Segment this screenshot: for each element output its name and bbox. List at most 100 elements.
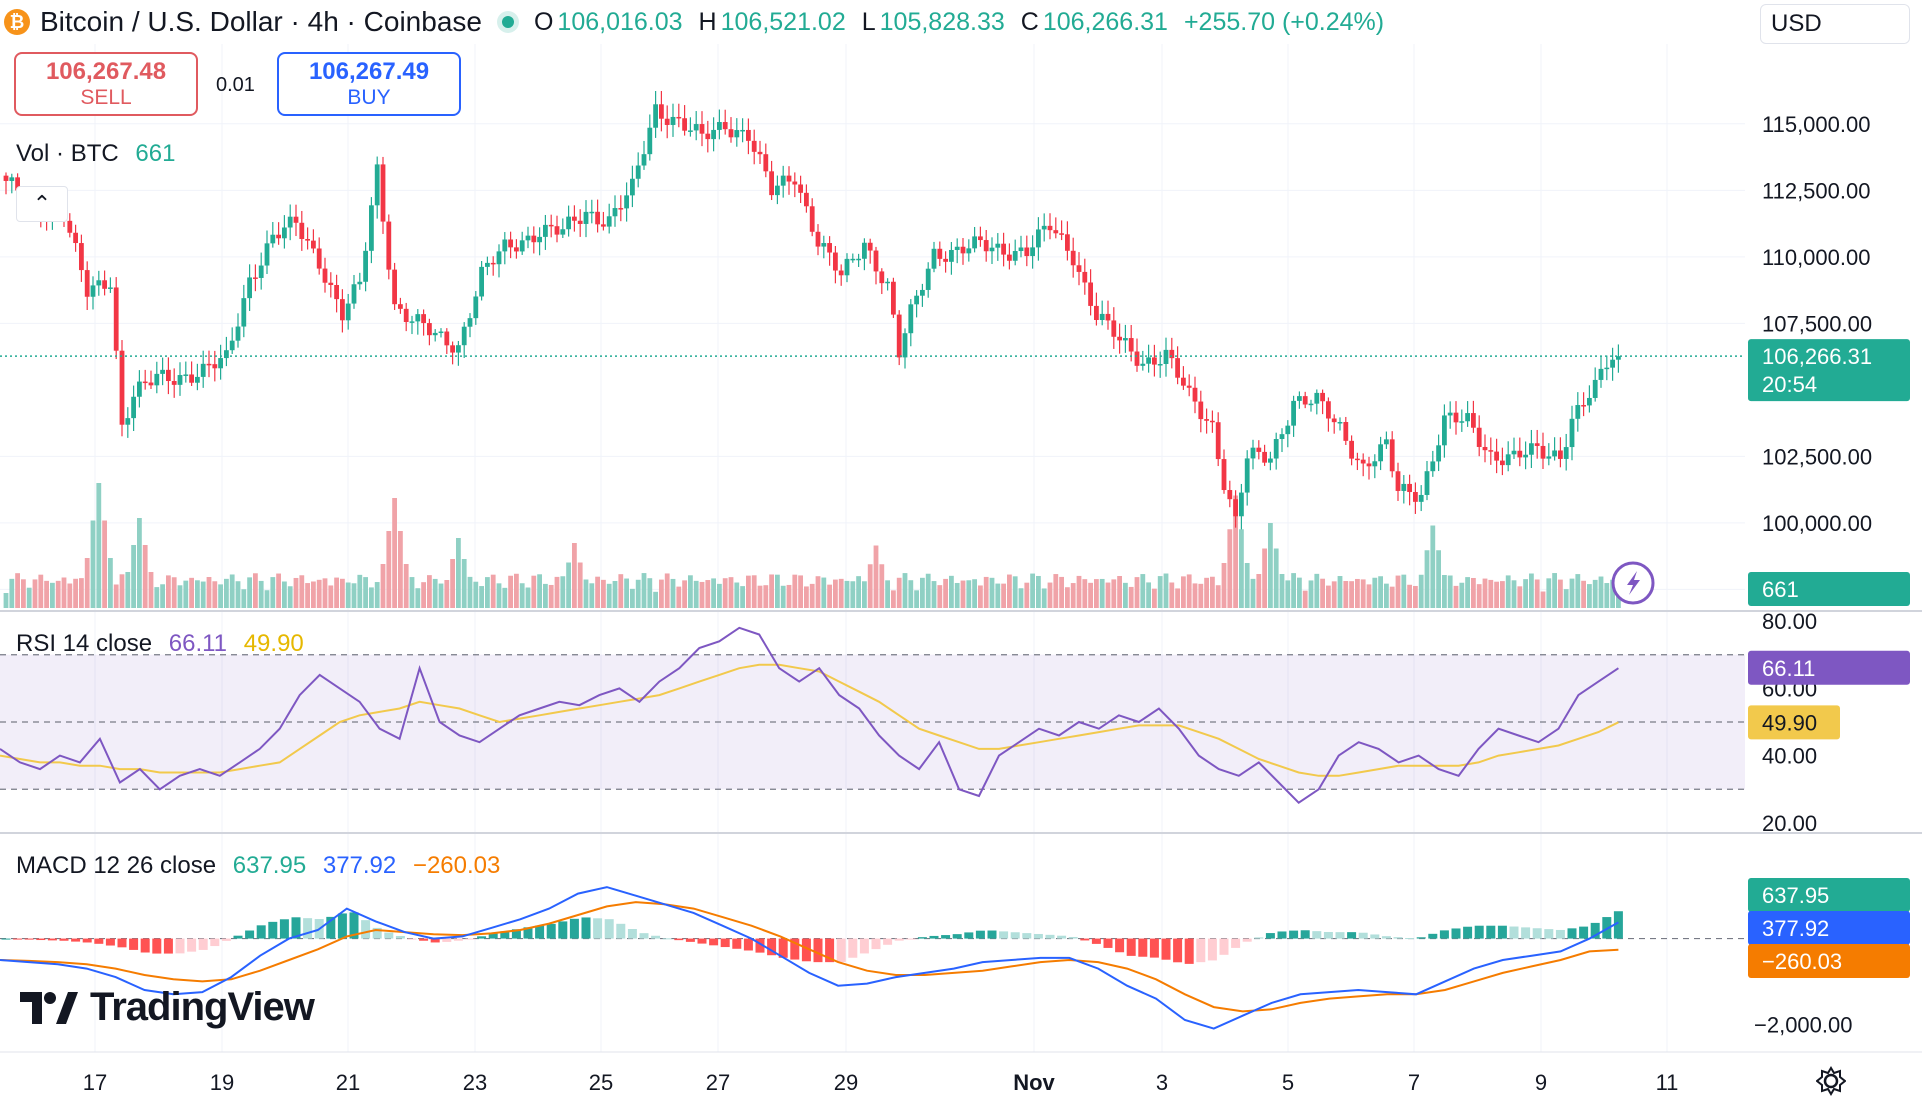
macd-histogram-bar	[778, 938, 788, 958]
candle-body	[125, 418, 131, 425]
volume-bar	[1546, 578, 1552, 608]
candle-body	[659, 104, 664, 119]
volume-bar	[1349, 581, 1354, 608]
volume-bar	[438, 583, 444, 608]
volume-bar	[1018, 588, 1024, 608]
macd-histogram-bar	[372, 927, 382, 939]
macd-histogram-bar	[836, 938, 846, 963]
volume-bar	[1563, 589, 1569, 608]
candle-body	[943, 258, 948, 262]
buy-label: BUY	[347, 86, 391, 109]
macd-histogram-bar	[987, 930, 997, 939]
volume-bar	[804, 586, 809, 608]
candle-body	[1401, 483, 1407, 491]
macd-histogram-bar	[82, 938, 92, 943]
macd-hist-badge-text: 637.95	[1762, 883, 1829, 908]
candle-body	[1459, 421, 1465, 423]
macd-histogram-bar	[349, 912, 359, 939]
volume-bar	[537, 574, 542, 608]
macd-legend[interactable]: MACD 12 26 close 637.95 377.92 −260.03	[16, 852, 500, 880]
collapse-chevron-up-icon[interactable]: ⌃	[16, 186, 68, 222]
candle-body	[1262, 451, 1267, 463]
candle-body	[949, 249, 954, 262]
volume-bar	[409, 577, 415, 608]
macd-histogram-bar	[500, 931, 510, 939]
last-price-badge-bg	[1748, 339, 1910, 402]
sell-button[interactable]: 106,267.48 SELL	[14, 52, 198, 116]
volume-bar	[392, 498, 397, 608]
candle-body	[1094, 305, 1099, 320]
volume-bar	[189, 577, 194, 608]
volume-bar	[299, 575, 305, 608]
candle-body	[664, 118, 670, 125]
candle-body	[711, 129, 716, 140]
candle-body	[287, 216, 293, 228]
candle-body	[1123, 338, 1128, 341]
volume-bar	[1041, 588, 1047, 608]
macd-histogram-bar	[71, 938, 81, 942]
candle-body	[403, 308, 409, 323]
candle-body	[67, 220, 73, 233]
candle-body	[1250, 447, 1256, 459]
candle-body	[1001, 243, 1006, 255]
macd-histogram-bar	[685, 938, 695, 942]
candle-body	[1471, 413, 1476, 428]
candle-body	[896, 314, 902, 358]
volume-bar	[79, 578, 84, 608]
ohlc-values: O 106,016.03 H 106,521.02 L 105,828.33 C…	[534, 8, 1396, 37]
candle-body	[838, 270, 844, 276]
volume-bar	[705, 580, 711, 608]
candle-body	[931, 248, 937, 269]
volume-bar	[885, 580, 890, 608]
candle-body	[1384, 439, 1389, 445]
volume-bar	[1523, 579, 1528, 608]
candle-body	[775, 185, 780, 196]
candle-body	[1273, 439, 1279, 459]
candle-body	[572, 216, 577, 221]
volume-bar	[1297, 577, 1302, 608]
candle-body	[496, 251, 502, 265]
rsi-badge-text: 66.11	[1762, 656, 1815, 681]
candle-body	[1378, 444, 1383, 462]
volume-legend[interactable]: Vol · BTC 661	[16, 140, 175, 168]
candle-body	[1146, 357, 1151, 364]
volume-bar	[427, 575, 432, 608]
candle-body	[1198, 401, 1204, 420]
candle-body	[1227, 490, 1233, 500]
candle-body	[1152, 357, 1157, 365]
volume-bar	[1244, 563, 1250, 608]
symbol-title[interactable]: Bitcoin / U.S. Dollar · 4h · Coinbase	[40, 6, 482, 37]
candle-body	[1517, 450, 1523, 458]
volume-bar	[1517, 586, 1523, 608]
candle-body	[1018, 247, 1024, 252]
buy-button[interactable]: 106,267.49 BUY	[277, 52, 461, 116]
candle-body	[583, 211, 589, 224]
candle-body	[340, 299, 345, 321]
volume-bar	[966, 580, 972, 608]
candle-body	[473, 296, 479, 319]
candle-body	[740, 129, 745, 132]
candle-body	[1355, 458, 1360, 461]
tradingview-logo[interactable]: TradingView	[20, 985, 315, 1030]
high-value: 106,521.02	[720, 7, 846, 36]
candle-body	[1430, 461, 1436, 472]
macd-histogram-bar	[1300, 930, 1310, 939]
volume-bar	[1459, 582, 1465, 608]
macd-histogram-bar	[616, 923, 626, 939]
volume-bar	[595, 576, 600, 608]
candle-body	[345, 303, 351, 321]
candle-body	[1563, 447, 1569, 459]
currency-selector[interactable]: USD	[1760, 4, 1910, 44]
macd-histogram-bar	[1358, 932, 1368, 939]
macd-histogram-bar	[825, 938, 835, 963]
volume-bar	[925, 573, 931, 608]
candle-body	[769, 171, 774, 196]
settings-gear-icon[interactable]	[1816, 1066, 1846, 1096]
candle-body	[699, 124, 705, 134]
candle-body	[1587, 397, 1592, 406]
macd-histogram-bar	[1405, 938, 1415, 940]
rsi-legend[interactable]: RSI 14 close 66.11 49.90	[16, 630, 304, 658]
candle-body	[1070, 250, 1076, 266]
candle-body	[502, 239, 508, 252]
